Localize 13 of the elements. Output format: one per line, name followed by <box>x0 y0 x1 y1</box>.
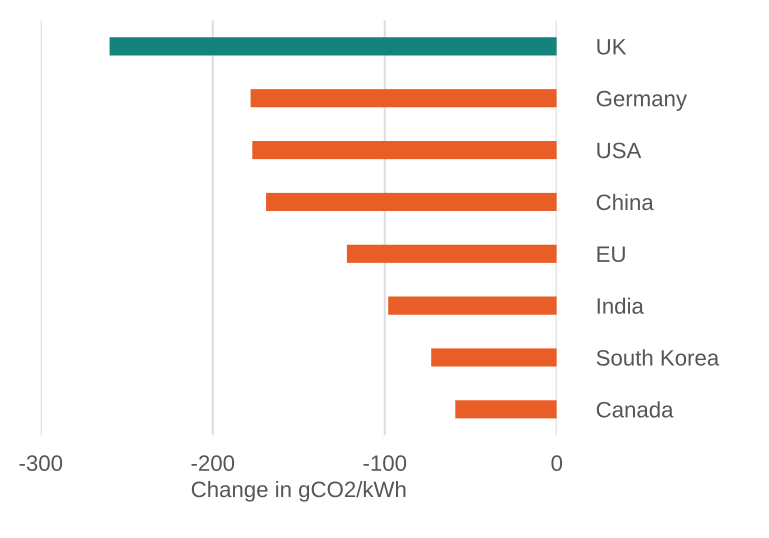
y-tick-label: Germany <box>596 90 687 111</box>
y-tick-label: South Korea <box>596 349 720 366</box>
x-tick-label: -200 <box>192 455 234 472</box>
x-tick-label: -100 <box>364 455 406 472</box>
y-tick-label: Canada <box>596 401 674 418</box>
y-tick-label: China <box>596 194 654 210</box>
x-tick-label: 0 <box>551 455 562 472</box>
y-tick-label: UK <box>597 39 626 55</box>
y-tick-label: USA <box>597 142 642 158</box>
y-tick-label: India <box>598 298 644 314</box>
x-axis-title: Change in gCO2/kWh <box>192 480 406 502</box>
x-tick-label: -300 <box>20 455 62 472</box>
y-tick-label: EU <box>597 246 625 262</box>
